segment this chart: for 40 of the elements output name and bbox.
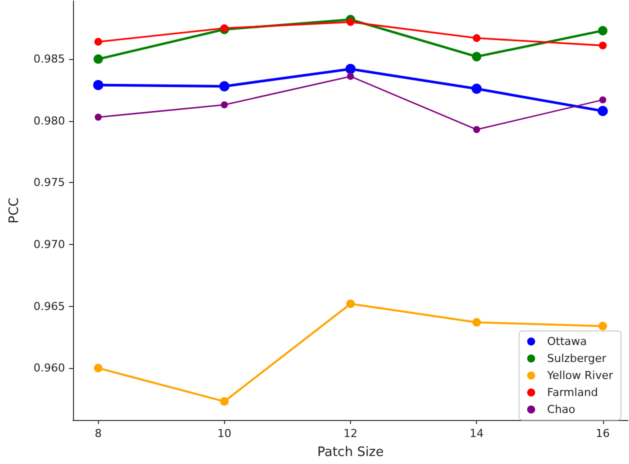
point bbox=[220, 397, 229, 406]
point bbox=[598, 322, 608, 330]
y-tick-label: 0.975 bbox=[34, 176, 65, 190]
y-tick-label: 0.960 bbox=[34, 362, 65, 375]
legend-label: Yellow River bbox=[546, 369, 614, 382]
point bbox=[472, 84, 482, 94]
point bbox=[94, 38, 102, 46]
legend-label: Chao bbox=[547, 403, 576, 416]
point bbox=[599, 96, 606, 104]
point bbox=[346, 300, 355, 308]
point bbox=[346, 18, 354, 26]
y-tick-label: 0.965 bbox=[34, 300, 65, 313]
point bbox=[94, 54, 103, 64]
legend-label: Farmland bbox=[547, 386, 598, 399]
x-tick-label: 8 bbox=[94, 427, 102, 440]
x-tick-label: 16 bbox=[596, 427, 610, 440]
y-tick-label: 0.985 bbox=[34, 52, 65, 66]
point bbox=[473, 126, 480, 134]
point bbox=[94, 364, 103, 372]
point bbox=[472, 34, 481, 42]
point bbox=[598, 26, 608, 36]
point bbox=[93, 80, 104, 90]
x-axis-title: Patch Size bbox=[317, 445, 384, 460]
point bbox=[219, 81, 230, 92]
x-tick-label: 10 bbox=[217, 427, 232, 440]
y-tick-label: 0.970 bbox=[34, 238, 65, 251]
point bbox=[598, 42, 607, 50]
point bbox=[94, 114, 102, 121]
y-tick-label: 0.980 bbox=[34, 114, 65, 128]
point bbox=[598, 106, 608, 116]
point bbox=[220, 101, 228, 108]
x-tick-label: 12 bbox=[344, 427, 358, 440]
legend-label: Ottawa bbox=[547, 335, 587, 348]
y-axis-title: PCC bbox=[7, 198, 22, 224]
x-tick-label: 14 bbox=[470, 427, 484, 440]
point bbox=[345, 64, 356, 74]
point bbox=[347, 72, 354, 80]
point bbox=[472, 318, 481, 327]
point bbox=[472, 52, 482, 62]
legend-label: Sulzberger bbox=[547, 352, 607, 365]
